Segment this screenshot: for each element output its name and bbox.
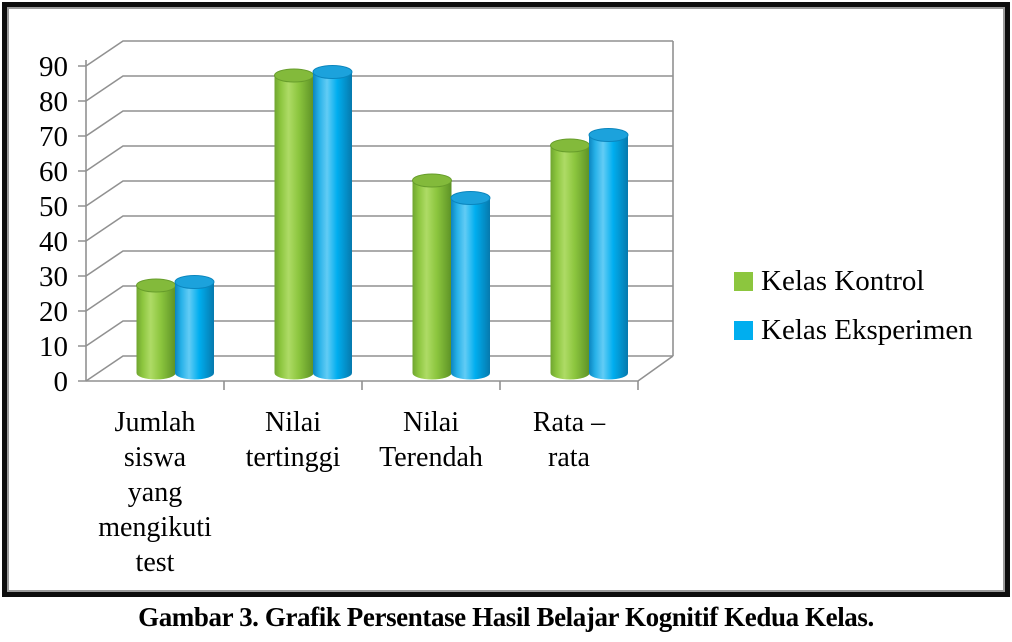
gridline-60	[78, 145, 673, 172]
gridline-90	[78, 40, 673, 67]
cylinder-top	[312, 65, 353, 79]
legend: Kelas Kontrol Kelas Eksperimen	[734, 264, 973, 347]
gridline-0	[78, 355, 673, 382]
cylinder-top	[450, 191, 491, 205]
chart-frame: 0 10 20 30 40 50 60 70 80 90 Jumlah siswa yang mengi…	[2, 2, 1010, 597]
y-tick-label-60: 60	[39, 156, 68, 188]
category-label-line: Nilai	[403, 407, 459, 438]
gridline-40	[78, 215, 673, 242]
gridline-70	[78, 110, 673, 137]
category-label-line: yang	[128, 477, 182, 508]
category-label-line: rata	[548, 442, 591, 473]
category-label-0: Jumlah siswa yang mengikuti test	[98, 407, 212, 578]
y-tick-label-90: 90	[39, 51, 68, 83]
category-label-line: tertinggi	[246, 442, 341, 473]
category-label-line: Nilai	[265, 407, 321, 438]
category-label-line: Terendah	[379, 442, 483, 473]
y-tick-label-40: 40	[39, 226, 68, 258]
y-tick-label-20: 20	[39, 296, 68, 328]
legend-swatch-kelas-kontrol	[734, 271, 753, 291]
axes	[85, 41, 674, 390]
y-tick-label-30: 30	[39, 261, 68, 293]
gridlines	[78, 40, 673, 382]
bars	[136, 65, 629, 380]
cylinder-top	[588, 128, 629, 142]
y-tick-label-0: 0	[54, 366, 69, 398]
cylinder-body	[274, 75, 314, 380]
category-label-line: siswa	[124, 442, 187, 473]
cylinder-top	[136, 278, 176, 293]
y-tick-label-70: 70	[39, 121, 68, 153]
bar-eksperimen-3	[588, 128, 629, 380]
legend-label-kelas-eksperimen: Kelas Eksperimen	[761, 313, 973, 346]
category-label-1: Nilai tertinggi	[246, 407, 341, 473]
legend-item-kelas-kontrol: Kelas Kontrol	[734, 264, 973, 298]
cylinder-body	[313, 72, 352, 380]
y-tick-label-50: 50	[39, 191, 68, 223]
bar-eksperimen-1	[312, 65, 353, 380]
legend-swatch-kelas-eksperimen	[734, 320, 753, 340]
bar-kontrol-1	[274, 68, 314, 380]
legend-label-kelas-kontrol: Kelas Kontrol	[761, 264, 925, 297]
bar-kontrol-3	[550, 138, 590, 380]
cylinder-body	[550, 145, 590, 380]
y-tick-label-80: 80	[39, 86, 68, 118]
category-label-line: Rata –	[533, 407, 606, 438]
category-labels: Jumlah siswa yang mengikuti test Nilai terting…	[98, 407, 606, 578]
category-label-line: test	[136, 547, 175, 578]
gridline-20	[78, 285, 673, 312]
category-label-3: Rata – rata	[533, 407, 606, 473]
cylinder-top	[274, 68, 314, 83]
legend-item-kelas-eksperimen: Kelas Eksperimen	[734, 313, 973, 347]
bar-kontrol-0	[136, 278, 176, 380]
gridline-10	[78, 320, 673, 347]
figure-caption: Gambar 3. Grafik Persentase Hasil Belaja…	[138, 602, 874, 632]
gridline-50	[78, 180, 673, 207]
cylinder-top	[412, 173, 452, 188]
y-tick-label-10: 10	[39, 331, 68, 363]
cylinder-body	[451, 198, 490, 380]
cylinder-top	[174, 275, 215, 289]
cylinder-body	[175, 282, 214, 380]
cylinder-top	[550, 138, 590, 153]
category-label-line: Jumlah	[115, 407, 196, 438]
gridline-30	[78, 250, 673, 277]
category-label-line: mengikuti	[98, 512, 212, 543]
bar-eksperimen-0	[174, 275, 215, 380]
cylinder-body	[136, 285, 176, 380]
bar-kontrol-2	[412, 173, 452, 380]
gridline-80	[78, 75, 673, 102]
cylinder-body	[589, 135, 628, 380]
category-label-2: Nilai Terendah	[379, 407, 483, 473]
bar-eksperimen-2	[450, 191, 491, 380]
cylinder-body	[412, 180, 452, 380]
